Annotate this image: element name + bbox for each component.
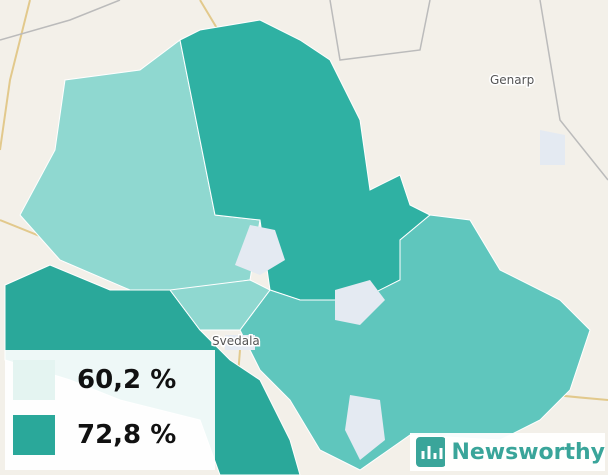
legend: 60,2 % 72,8 % [5, 350, 215, 470]
brand-logo: Newsworthy [410, 433, 605, 471]
lakes [225, 130, 565, 460]
legend-label: 60,2 % [77, 365, 177, 395]
borders [0, 0, 608, 181]
brand-icon [416, 437, 446, 467]
legend-swatch [13, 415, 55, 455]
legend-swatch [13, 360, 55, 400]
place-label: Svedala [212, 334, 260, 348]
legend-item: 72,8 % [13, 415, 176, 455]
legend-label: 72,8 % [77, 420, 177, 450]
legend-item: 60,2 % [13, 360, 176, 400]
brand-name: Newsworthy [451, 439, 605, 465]
place-label: Genarp [490, 73, 534, 87]
